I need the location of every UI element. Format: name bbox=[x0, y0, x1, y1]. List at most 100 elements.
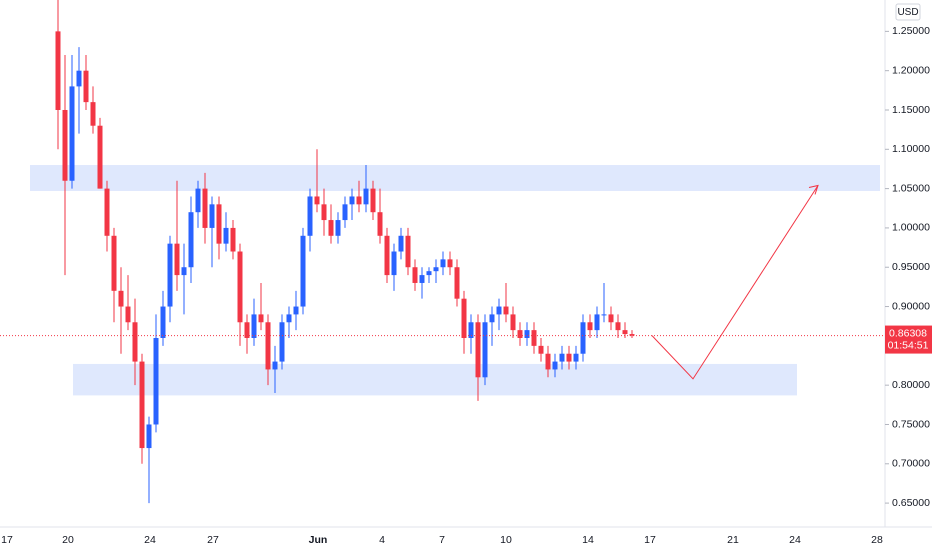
candle-body bbox=[405, 235, 411, 268]
candle-body bbox=[566, 353, 572, 362]
candle-body bbox=[482, 322, 488, 378]
y-tick-label: 1.00000 bbox=[892, 222, 930, 234]
x-tick-label: 10 bbox=[500, 534, 512, 546]
candle-body bbox=[279, 322, 285, 362]
candle-body bbox=[342, 204, 348, 221]
candle-body bbox=[510, 314, 516, 331]
candle-body bbox=[461, 298, 467, 338]
candle-body bbox=[475, 322, 481, 378]
candle-body bbox=[363, 188, 369, 205]
candle-body bbox=[62, 109, 68, 181]
candle-body bbox=[601, 314, 607, 316]
candle-body bbox=[139, 361, 145, 449]
candle-body bbox=[160, 306, 166, 338]
candle-body bbox=[608, 314, 614, 323]
candle-body bbox=[90, 102, 96, 126]
candle-body bbox=[111, 235, 117, 291]
y-tick-label: 1.20000 bbox=[892, 64, 930, 76]
candle-body bbox=[265, 322, 271, 370]
candle-body bbox=[440, 259, 446, 268]
x-tick-label: 21 bbox=[727, 534, 739, 546]
candle-body bbox=[251, 314, 257, 338]
candle-body bbox=[104, 188, 110, 236]
candle-body bbox=[118, 290, 124, 307]
zone bbox=[73, 363, 797, 396]
y-tick-label: 1.15000 bbox=[892, 104, 930, 116]
candle-body bbox=[531, 330, 537, 346]
candle-body bbox=[83, 70, 89, 103]
candle-body bbox=[293, 306, 299, 315]
candle-body bbox=[377, 212, 383, 236]
candle-body bbox=[426, 271, 432, 276]
candle-body bbox=[286, 314, 292, 323]
candle-body bbox=[188, 212, 194, 268]
candle-body bbox=[496, 306, 502, 315]
candle-body bbox=[195, 188, 201, 213]
candle-body bbox=[580, 322, 586, 354]
x-tick-label: 24 bbox=[144, 534, 156, 546]
candle-body bbox=[132, 322, 138, 362]
candle-body bbox=[97, 125, 103, 189]
projection-arrowhead bbox=[808, 184, 819, 195]
countdown: 01:54:51 bbox=[888, 339, 929, 351]
candle-body bbox=[489, 314, 495, 323]
candle-body bbox=[244, 322, 250, 338]
candle-body bbox=[412, 267, 418, 283]
candle-body bbox=[321, 204, 327, 221]
candle-body bbox=[69, 86, 75, 181]
candle-body bbox=[174, 243, 180, 276]
candle-body bbox=[237, 251, 243, 323]
candle-body bbox=[622, 330, 628, 335]
candle-body bbox=[300, 235, 306, 307]
candle-body bbox=[223, 227, 229, 244]
candle-body bbox=[573, 353, 579, 362]
candle-body bbox=[468, 322, 474, 338]
candle-body bbox=[419, 275, 425, 283]
y-tick-label: 0.65000 bbox=[892, 497, 930, 509]
last-price-box bbox=[885, 325, 932, 354]
y-tick-label: 0.70000 bbox=[892, 458, 930, 470]
candle-body bbox=[524, 330, 530, 338]
candle-body bbox=[153, 337, 159, 425]
candle-body bbox=[230, 227, 236, 252]
candle-body bbox=[629, 334, 635, 336]
y-tick-label: 1.25000 bbox=[892, 25, 930, 37]
x-tick-label: 4 bbox=[379, 534, 385, 546]
candle-body bbox=[272, 361, 278, 370]
candle-body bbox=[328, 220, 334, 236]
candle-body bbox=[202, 188, 208, 228]
candle-body bbox=[398, 235, 404, 252]
candle-body bbox=[349, 196, 355, 205]
x-tick-label: 17 bbox=[644, 534, 656, 546]
candle-body bbox=[587, 322, 593, 331]
x-tick-label: 17 bbox=[1, 534, 13, 546]
candle-body bbox=[125, 306, 131, 323]
candle-body bbox=[356, 196, 362, 205]
candle-body bbox=[314, 196, 320, 205]
currency: USD bbox=[897, 7, 918, 18]
y-tick-label: 0.95000 bbox=[892, 261, 930, 273]
candle-body bbox=[552, 361, 558, 370]
x-tick-label: 27 bbox=[207, 534, 219, 546]
candle-body bbox=[503, 306, 509, 315]
candle-body bbox=[335, 220, 341, 236]
y-tick-label: 0.80000 bbox=[892, 379, 930, 391]
x-tick-label: 7 bbox=[439, 534, 445, 546]
candle-body bbox=[517, 330, 523, 338]
candle-body bbox=[307, 196, 313, 236]
y-tick-label: 1.10000 bbox=[892, 143, 930, 155]
candle-body bbox=[370, 188, 376, 213]
candle-body bbox=[433, 267, 439, 272]
candle-body bbox=[55, 31, 61, 110]
candle-body bbox=[545, 353, 551, 370]
candle-body bbox=[384, 235, 390, 276]
currency-box[interactable] bbox=[895, 3, 921, 21]
projection-line bbox=[651, 185, 819, 380]
candle-body bbox=[615, 322, 621, 331]
y-tick-label: 0.90000 bbox=[892, 300, 930, 312]
x-tick-label: 24 bbox=[789, 534, 801, 546]
zone bbox=[30, 165, 880, 191]
x-tick-label: 28 bbox=[871, 534, 883, 546]
